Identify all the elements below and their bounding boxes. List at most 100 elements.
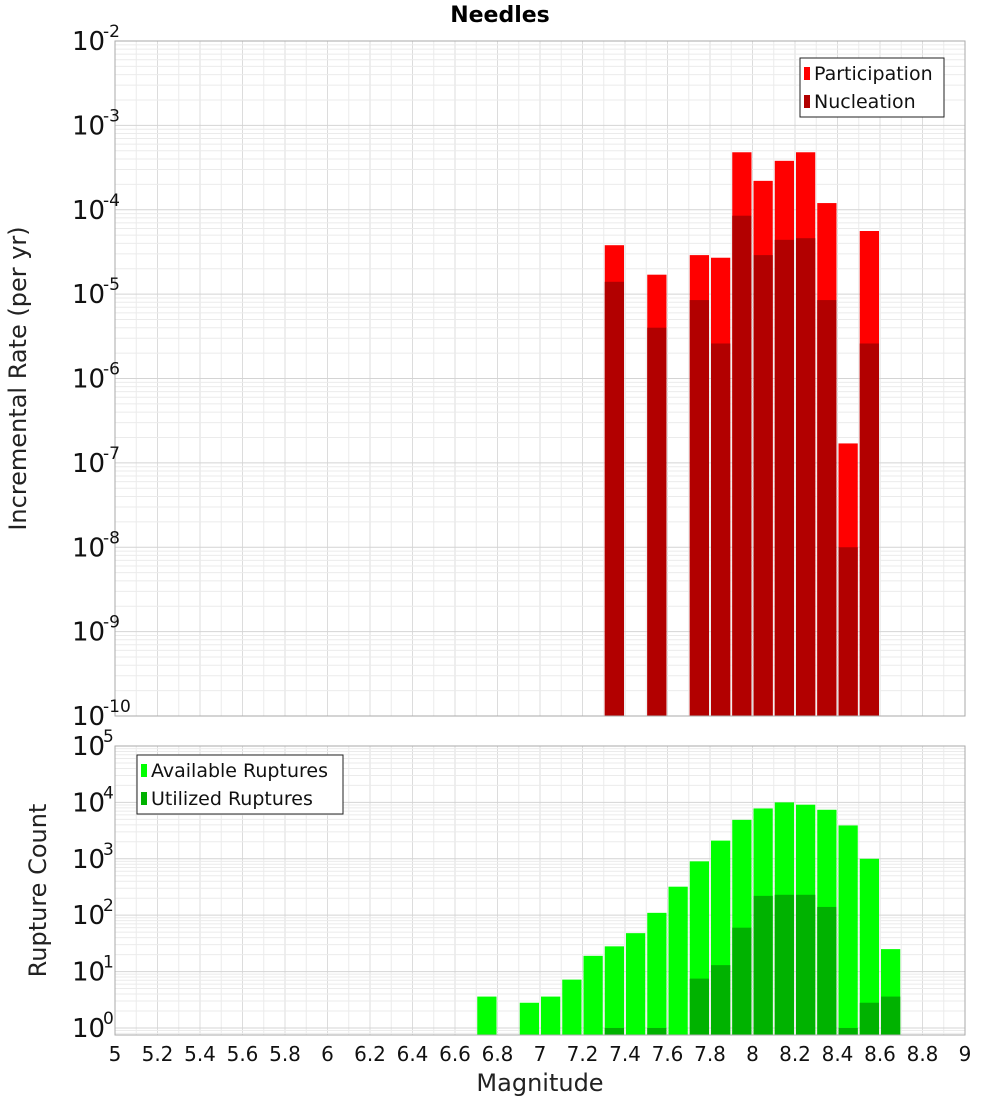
legend-label: Utilized Ruptures xyxy=(151,788,313,810)
x-tick-label: 6.4 xyxy=(397,1042,429,1066)
x-tick-label: 5.4 xyxy=(184,1042,216,1066)
y-tick-exponent: -9 xyxy=(103,613,120,633)
y-tick-label: 10 xyxy=(72,365,105,395)
bar-available-ruptures xyxy=(668,886,688,1035)
legend-label: Available Ruptures xyxy=(151,760,328,782)
legend-swatch xyxy=(804,95,810,108)
x-tick-label: 9 xyxy=(959,1042,972,1066)
bar-utilized-ruptures xyxy=(753,895,773,1035)
bar-nucleation xyxy=(838,547,858,716)
x-tick-label: 8.8 xyxy=(907,1042,939,1066)
y-tick-label: 10 xyxy=(72,27,105,57)
y-tick-exponent: -5 xyxy=(103,275,120,295)
x-tick-label: 7.8 xyxy=(694,1042,726,1066)
y-tick-label: 10 xyxy=(72,111,105,141)
bar-available-ruptures xyxy=(562,979,582,1035)
bar-utilized-ruptures xyxy=(796,894,816,1035)
bar-nucleation xyxy=(732,215,752,717)
top-rate-chart: 10-1010-910-810-710-610-510-410-310-2Inc… xyxy=(4,22,966,732)
y-tick-label: 10 xyxy=(72,732,105,762)
x-tick-label: 5.2 xyxy=(142,1042,174,1066)
bar-utilized-ruptures xyxy=(817,906,837,1035)
plot-frame xyxy=(114,40,966,717)
bar-nucleation xyxy=(689,300,709,716)
x-tick-label: 5 xyxy=(109,1042,122,1066)
y-tick-label: 10 xyxy=(72,449,105,479)
legend-swatch xyxy=(141,792,147,805)
legend-swatch xyxy=(804,67,810,80)
y-tick-exponent: -10 xyxy=(103,697,131,717)
plot-frame xyxy=(114,745,966,1036)
bar-nucleation xyxy=(859,343,879,716)
bar-available-ruptures xyxy=(626,933,646,1035)
y-tick-exponent: -6 xyxy=(103,360,120,380)
chart-title: Needles xyxy=(450,3,550,28)
x-axis-label: Magnitude xyxy=(476,1069,603,1097)
y-tick-label: 10 xyxy=(72,533,105,563)
x-tick-label: 5.6 xyxy=(227,1042,259,1066)
bar-nucleation xyxy=(796,238,816,716)
y-tick-label: 10 xyxy=(72,788,105,818)
x-tick-label: 8 xyxy=(746,1042,759,1066)
x-tick-label: 7.2 xyxy=(567,1042,599,1066)
bar-nucleation xyxy=(753,255,773,716)
bar-available-ruptures xyxy=(583,955,603,1035)
x-tick-label: 6.2 xyxy=(354,1042,386,1066)
bar-nucleation xyxy=(817,300,837,716)
bar-utilized-ruptures xyxy=(604,1027,624,1035)
y-axis-label: Rupture Count xyxy=(24,804,52,978)
x-tick-label: 7.4 xyxy=(609,1042,641,1066)
bar-available-ruptures xyxy=(477,996,497,1035)
legend-box xyxy=(136,754,344,815)
bar-utilized-ruptures xyxy=(689,978,709,1035)
x-tick-label: 8.4 xyxy=(822,1042,854,1066)
y-tick-label: 10 xyxy=(72,845,105,875)
bar-utilized-ruptures xyxy=(647,1027,667,1035)
x-tick-label: 6.6 xyxy=(439,1042,471,1066)
y-tick-label: 10 xyxy=(72,1014,105,1044)
legend-label: Nucleation xyxy=(814,91,916,113)
bar-available-ruptures xyxy=(541,996,561,1035)
y-tick-exponent: -8 xyxy=(103,528,120,548)
bar-nucleation xyxy=(604,281,624,716)
legend-box xyxy=(799,57,945,118)
bar-utilized-ruptures xyxy=(711,965,731,1035)
y-tick-label: 10 xyxy=(72,901,105,931)
y-tick-exponent: -3 xyxy=(103,106,120,126)
x-tick-label: 7.6 xyxy=(652,1042,684,1066)
y-tick-exponent: -7 xyxy=(103,444,120,464)
x-tick-label: 5.8 xyxy=(269,1042,301,1066)
y-tick-label: 10 xyxy=(72,618,105,648)
bar-available-ruptures xyxy=(519,1002,539,1035)
y-tick-label: 10 xyxy=(72,702,105,732)
bar-utilized-ruptures xyxy=(838,1027,858,1035)
x-tick-label: 6 xyxy=(321,1042,334,1066)
bar-utilized-ruptures xyxy=(859,1002,879,1035)
x-tick-label: 7 xyxy=(534,1042,547,1066)
bar-available-ruptures xyxy=(647,912,667,1035)
y-tick-label: 10 xyxy=(72,280,105,310)
bar-available-ruptures xyxy=(604,946,624,1035)
y-tick-label: 10 xyxy=(72,958,105,988)
x-tick-label: 8.6 xyxy=(864,1042,896,1066)
y-tick-exponent: -4 xyxy=(103,191,120,211)
y-tick-exponent: 1 xyxy=(103,953,114,973)
y-tick-exponent: 2 xyxy=(103,896,114,916)
x-tick-label: 6.8 xyxy=(482,1042,514,1066)
x-tick-label: 8.2 xyxy=(779,1042,811,1066)
legend-swatch xyxy=(141,764,147,777)
bar-nucleation xyxy=(647,327,667,716)
y-tick-exponent: -2 xyxy=(103,22,120,42)
y-tick-exponent: 4 xyxy=(103,783,114,803)
bar-available-ruptures xyxy=(859,858,879,1035)
bar-nucleation xyxy=(711,343,731,716)
bar-available-ruptures xyxy=(838,825,858,1035)
bar-utilized-ruptures xyxy=(881,996,901,1035)
y-tick-exponent: 5 xyxy=(103,727,114,747)
y-tick-label: 10 xyxy=(72,196,105,226)
bar-utilized-ruptures xyxy=(774,894,794,1035)
bar-utilized-ruptures xyxy=(732,927,752,1035)
legend-label: Participation xyxy=(814,63,933,85)
